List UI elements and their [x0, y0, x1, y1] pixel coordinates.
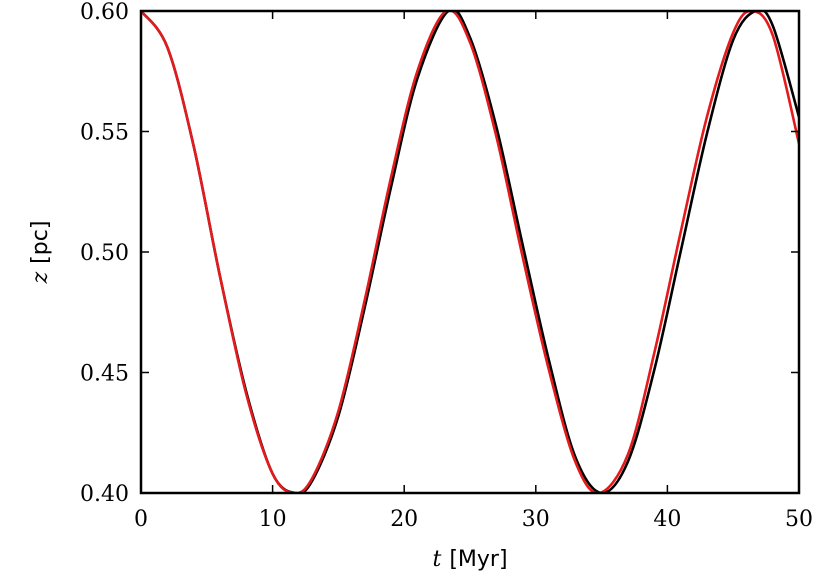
- plot-frame: [139, 9, 801, 495]
- x-tick-label: 50: [785, 507, 813, 532]
- y-tick-label: 0.60: [80, 0, 129, 25]
- x-tick-label: 0: [134, 507, 148, 532]
- x-tick-label: 10: [259, 507, 287, 532]
- y-axis-label-unit: [pc]: [28, 221, 53, 264]
- series-line-1: [141, 11, 799, 493]
- ticks-layer: 0 10 20 30 40 50 0.40 0.45 0.50 0.55 0.60: [80, 0, 813, 532]
- x-axis-label-var: t: [432, 547, 441, 572]
- y-tick-label: 0.45: [80, 362, 129, 387]
- y-axis-label-var: z: [28, 271, 53, 284]
- x-tick-label: 20: [390, 507, 418, 532]
- y-tick-label: 0.50: [80, 241, 129, 266]
- x-tick-label: 30: [522, 507, 550, 532]
- series-layer: [141, 11, 799, 493]
- x-tick-label: 40: [653, 507, 681, 532]
- x-axis-label-unit: [Myr]: [449, 547, 507, 572]
- y-tick-label: 0.40: [80, 482, 129, 507]
- y-axis-label: z [pc]: [28, 221, 53, 285]
- series-line-2: [141, 11, 799, 493]
- y-tick-label: 0.55: [80, 121, 129, 146]
- x-axis-label: t [Myr]: [432, 547, 507, 572]
